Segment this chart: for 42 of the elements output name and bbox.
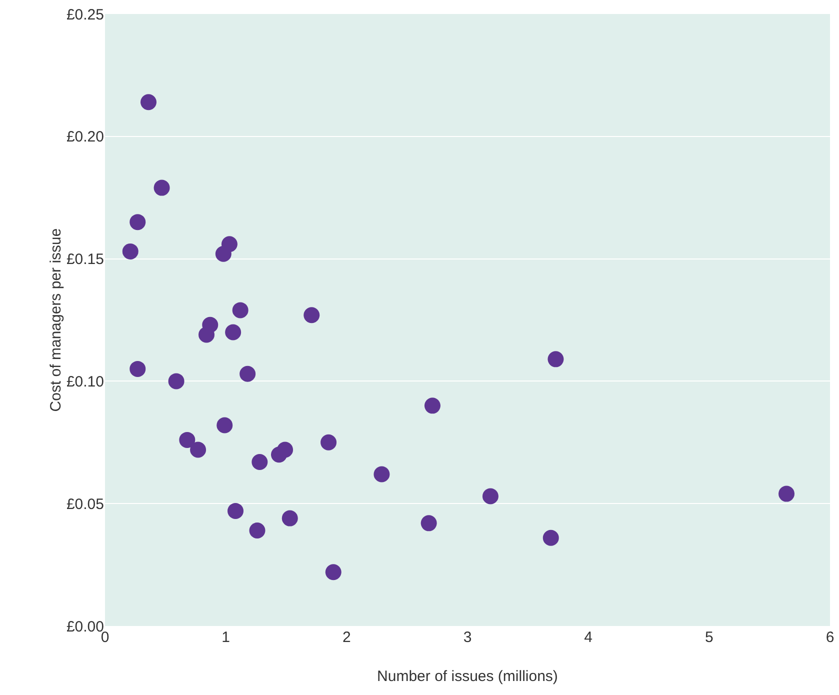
point [282,510,298,526]
x-axis-title: Number of issues (millions) [377,668,558,685]
point [215,246,232,262]
point [154,180,170,196]
y-tick-label: £0.25 [66,6,104,24]
x-tick-label: 1 [222,629,230,646]
point [179,432,196,448]
y-tick-label: £0.15 [66,251,104,268]
point [249,522,266,539]
y-tick-label: £0.10 [66,373,104,390]
x-tick-label: 2 [342,629,351,646]
point [168,373,184,390]
y-axis-title: Cost of managers per issue [47,228,64,412]
point [542,530,559,546]
point [482,488,498,504]
point [122,243,138,260]
point [130,360,146,377]
y-tick-label: £0.05 [66,496,104,513]
point [190,442,206,458]
x-tick-label: 6 [826,629,834,646]
point [198,326,214,343]
point [325,564,342,580]
point [374,466,390,482]
point [140,94,156,110]
point [778,486,794,502]
point [420,515,437,532]
point [424,398,440,414]
point [320,434,337,450]
point [232,302,248,318]
x-tick-label: 4 [584,629,592,646]
x-tick-label: 3 [463,629,472,646]
point [130,214,146,230]
point [225,324,242,340]
point [548,351,564,368]
y-tick-label: £0.20 [66,128,104,146]
x-tick-label: 5 [705,629,714,646]
point [304,307,320,324]
point [252,454,268,470]
point [277,442,294,458]
point [228,502,244,519]
point [216,417,233,434]
point [240,366,256,382]
